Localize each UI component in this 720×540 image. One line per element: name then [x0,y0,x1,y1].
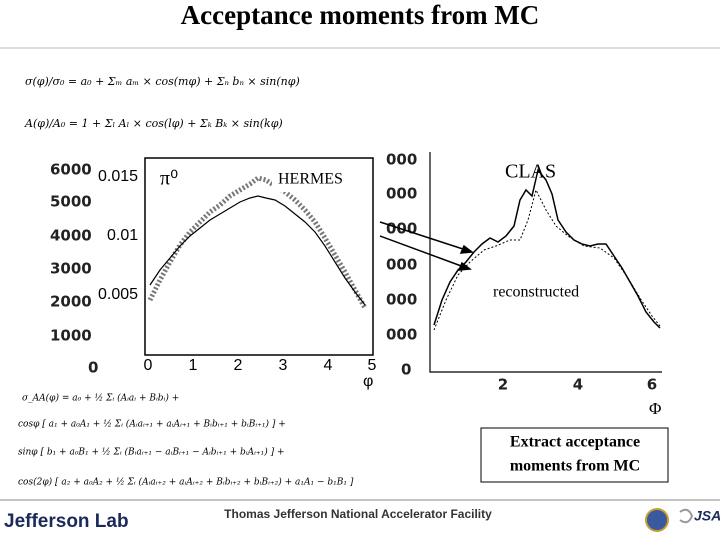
formula: A(φ)/A₀ = 1 + Σₗ Aₗ × cos(lφ) + Σₖ Bₖ × … [24,117,283,130]
y-tick-label: 6000 [50,161,92,179]
y-tick-label: 0 [88,359,98,377]
y-tick-label: 1000 [50,327,92,345]
x-tick-label: 5 [368,357,377,374]
arrowhead [457,261,473,271]
x-tick-label: 1 [189,357,198,374]
seal-logo [645,508,669,532]
formula: cos(2φ) [ a₂ + a₀A₂ + ½ Σᵢ (Aᵢaᵢ₊₂ + aᵢA… [18,477,354,488]
label-backing [272,168,360,192]
arrow [379,221,467,251]
x-tick-label: 0 [144,357,153,374]
arrowhead [459,244,475,254]
x-axis-label: Φ [649,399,661,418]
x-axis-label: φ [363,373,373,390]
y-tick-label: 000 [386,326,417,344]
plot-axes [429,152,662,373]
y-tick-label: 0.005 [98,286,138,303]
histogram [149,195,366,306]
arrow [379,235,465,268]
y-tick-label: 0.01 [107,227,138,244]
particle-label: π⁰ [160,168,178,190]
formula: σ_AA(φ) = a₀ + ½ Σᵢ (Aᵢaᵢ + Bᵢbᵢ) + [22,393,179,404]
y-tick-label: 000 [386,151,417,169]
footer-logo-text: Jefferson Lab [4,511,129,532]
y-tick-label: 5000 [50,193,92,211]
label-backing [98,160,143,360]
annotation: reconstructed [493,284,579,301]
footer-logo-text: JSA [694,508,720,524]
y-tick-label: 2000 [50,293,92,311]
footer-text: Thomas Jefferson National Accelerator Fa… [224,507,492,521]
formula: σ(φ)/σ₀ = a₀ + Σₘ aₘ × cos(mφ) + Σₙ bₙ ×… [25,75,300,88]
x-tick-label: 4 [573,376,583,394]
x-tick-label: 2 [498,376,508,394]
x-tick-label: 6 [647,376,657,394]
x-tick-label: 4 [324,357,333,374]
experiment-label: HERMES [278,171,343,188]
slide-title: Acceptance moments from MC [181,0,540,30]
x-axis: 2 4 6 [498,376,657,394]
x-axis: 0 1 2 3 4 5 [144,357,377,374]
arrows [379,221,475,271]
note-box [480,427,669,483]
y-axis: 000 000 000 000 000 000 0 [386,151,417,379]
histogram [433,168,661,329]
x-tick-label: 2 [234,357,243,374]
y-tick-label: 0.015 [98,168,138,185]
y-tick-label: 4000 [50,227,92,245]
y-tick-label: 000 [386,291,417,309]
histogram [147,175,368,310]
y-tick-label: 0 [401,361,411,379]
y-tick-label: 000 [386,185,417,203]
histogram [433,188,661,331]
jsa-swoosh [679,508,694,524]
y-tick-label: 3000 [50,260,92,278]
back-axis: 6000 5000 4000 3000 2000 1000 0 [50,161,98,377]
y-tick-label: 000 [386,256,417,274]
note-line: moments from MC [510,458,640,475]
formula: sinφ [ b₁ + a₀B₁ + ½ Σᵢ (Bᵢaᵢ₊₁ − aᵢBᵢ₊₁… [18,447,285,458]
x-tick-label: 3 [279,357,288,374]
experiment-label: CLAS [505,161,556,183]
formula: cosφ [ a₁ + a₀A₁ + ½ Σᵢ (Aᵢaᵢ₊₁ + aᵢAᵢ₊₁… [18,419,286,430]
note-line: Extract acceptance [510,434,640,451]
